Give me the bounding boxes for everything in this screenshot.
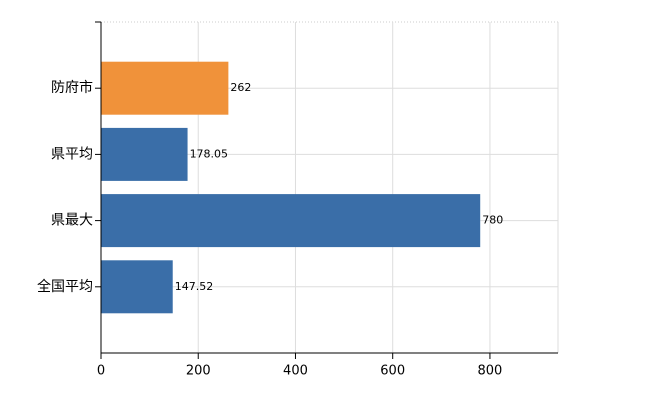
value-label: 147.52	[175, 280, 214, 293]
value-label: 178.05	[190, 147, 229, 160]
bar	[101, 260, 173, 314]
y-tick-label: 県平均	[51, 146, 93, 162]
x-tick-label: 600	[380, 364, 405, 379]
bar	[101, 61, 229, 115]
y-tick-label: 全国平均	[37, 278, 93, 295]
bar	[101, 127, 188, 181]
x-tick-label: 0	[97, 364, 105, 379]
value-label: 780	[482, 214, 503, 227]
x-tick-label: 800	[478, 364, 503, 379]
x-tick-label: 200	[186, 364, 211, 379]
y-tick-label: 防府市	[51, 79, 93, 96]
x-tick-label: 400	[283, 364, 308, 379]
bar	[101, 194, 481, 248]
value-label: 262	[230, 81, 251, 94]
y-tick-label: 県最大	[51, 213, 93, 229]
